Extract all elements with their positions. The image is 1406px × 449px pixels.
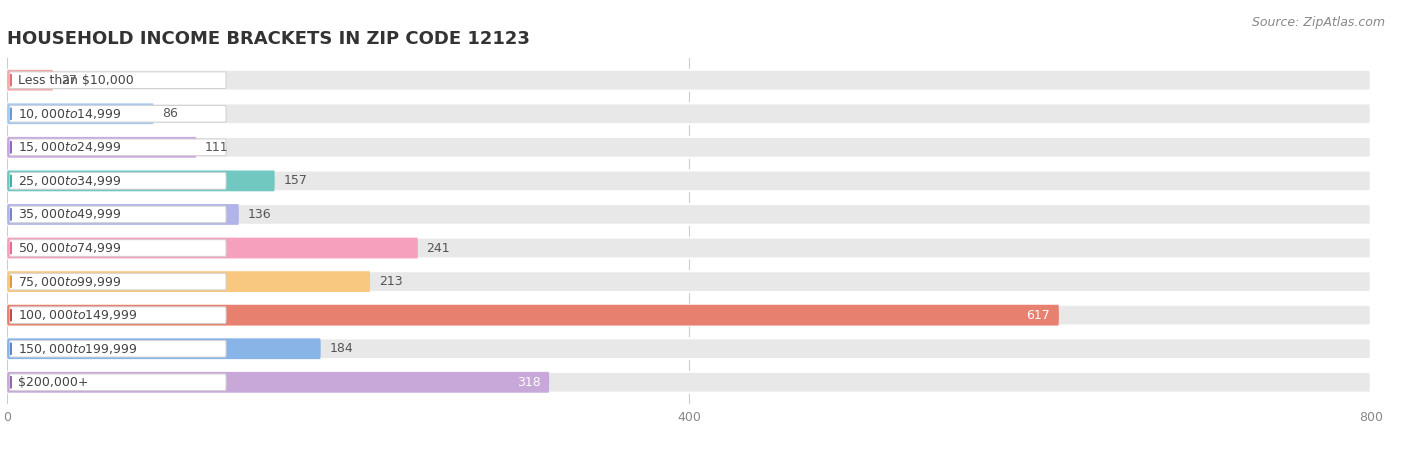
Text: $200,000+: $200,000+ [18, 376, 89, 389]
Text: 136: 136 [247, 208, 271, 221]
FancyBboxPatch shape [10, 307, 226, 323]
Text: $35,000 to $49,999: $35,000 to $49,999 [18, 207, 121, 221]
Text: $10,000 to $14,999: $10,000 to $14,999 [18, 107, 121, 121]
Text: 111: 111 [205, 141, 228, 154]
FancyBboxPatch shape [7, 271, 370, 292]
Text: 157: 157 [283, 174, 307, 187]
Text: 617: 617 [1026, 308, 1050, 321]
Text: $15,000 to $24,999: $15,000 to $24,999 [18, 141, 121, 154]
FancyBboxPatch shape [10, 206, 226, 223]
FancyBboxPatch shape [7, 137, 1371, 158]
FancyBboxPatch shape [7, 171, 274, 191]
Text: 86: 86 [162, 107, 179, 120]
FancyBboxPatch shape [7, 137, 197, 158]
FancyBboxPatch shape [10, 374, 226, 391]
FancyBboxPatch shape [10, 340, 226, 357]
FancyBboxPatch shape [7, 70, 1371, 91]
FancyBboxPatch shape [7, 204, 239, 225]
FancyBboxPatch shape [7, 238, 1371, 259]
Text: 241: 241 [426, 242, 450, 255]
FancyBboxPatch shape [7, 372, 1371, 393]
Text: Source: ZipAtlas.com: Source: ZipAtlas.com [1251, 16, 1385, 29]
FancyBboxPatch shape [7, 305, 1059, 326]
FancyBboxPatch shape [10, 273, 226, 290]
FancyBboxPatch shape [10, 240, 226, 256]
Text: 27: 27 [62, 74, 77, 87]
Text: 318: 318 [517, 376, 541, 389]
Text: $75,000 to $99,999: $75,000 to $99,999 [18, 275, 121, 289]
FancyBboxPatch shape [7, 171, 1371, 191]
FancyBboxPatch shape [7, 305, 1371, 326]
FancyBboxPatch shape [7, 372, 550, 393]
FancyBboxPatch shape [10, 106, 226, 122]
Text: 184: 184 [329, 342, 353, 355]
FancyBboxPatch shape [10, 139, 226, 156]
FancyBboxPatch shape [7, 103, 153, 124]
Text: $50,000 to $74,999: $50,000 to $74,999 [18, 241, 121, 255]
FancyBboxPatch shape [7, 338, 1371, 359]
Text: $100,000 to $149,999: $100,000 to $149,999 [18, 308, 138, 322]
FancyBboxPatch shape [7, 103, 1371, 124]
FancyBboxPatch shape [7, 70, 53, 91]
FancyBboxPatch shape [7, 204, 1371, 225]
FancyBboxPatch shape [7, 338, 321, 359]
FancyBboxPatch shape [10, 172, 226, 189]
Text: HOUSEHOLD INCOME BRACKETS IN ZIP CODE 12123: HOUSEHOLD INCOME BRACKETS IN ZIP CODE 12… [7, 31, 530, 48]
Text: $25,000 to $34,999: $25,000 to $34,999 [18, 174, 121, 188]
Text: $150,000 to $199,999: $150,000 to $199,999 [18, 342, 138, 356]
FancyBboxPatch shape [10, 72, 226, 88]
FancyBboxPatch shape [7, 238, 418, 259]
Text: 213: 213 [378, 275, 402, 288]
FancyBboxPatch shape [7, 271, 1371, 292]
Text: Less than $10,000: Less than $10,000 [18, 74, 134, 87]
